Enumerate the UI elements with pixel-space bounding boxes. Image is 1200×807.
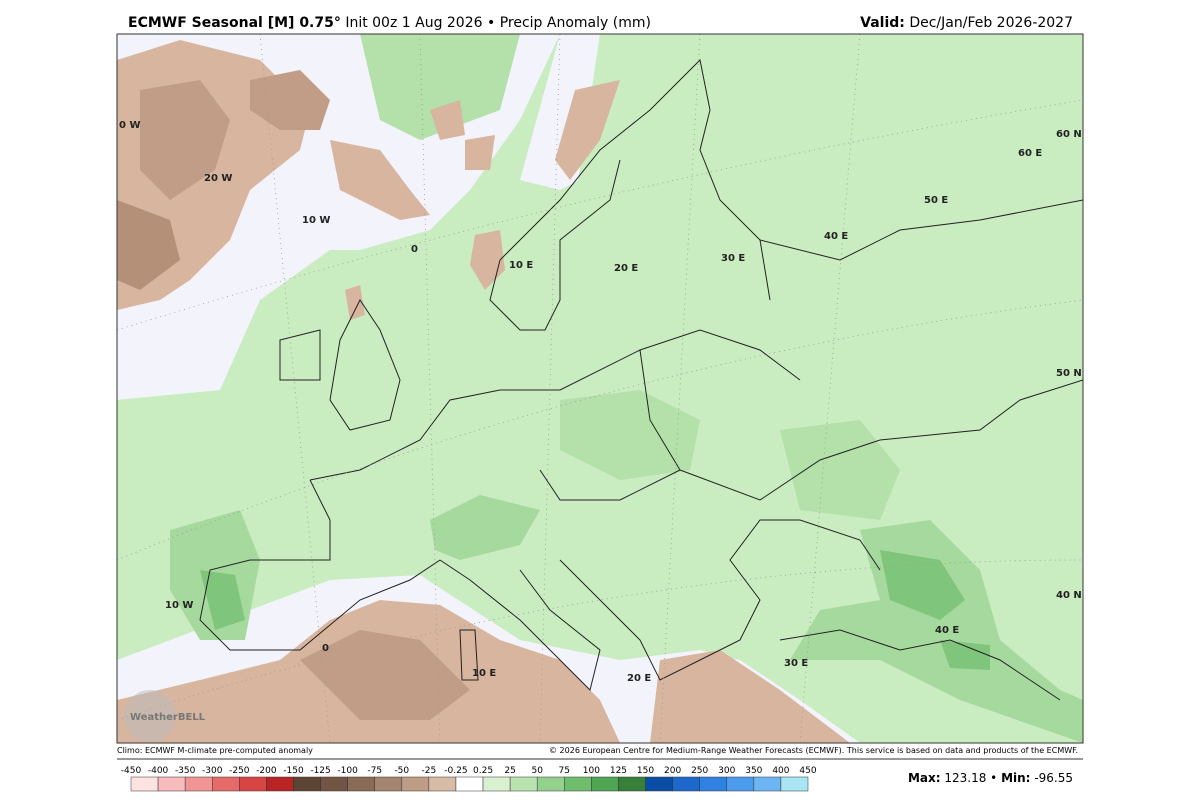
colorbar-box [374, 776, 403, 792]
graticule-label: 30 E [721, 253, 745, 264]
graticule-label: 10 W [165, 600, 193, 611]
colorbar-box [428, 776, 457, 792]
colorbar-box [347, 776, 375, 792]
colorbar-box [726, 776, 755, 792]
colorbar-label: -75 [367, 766, 382, 776]
graticule-label: 40 E [935, 625, 959, 636]
colorbar-box [320, 776, 348, 792]
title: ECMWF Seasonal [M] 0.75° Init 00z 1 Aug … [128, 15, 651, 31]
colorbar-box [211, 776, 240, 792]
graticule-label: 0 W [119, 120, 140, 131]
title-bold: ECMWF Seasonal [M] 0.75° [128, 15, 341, 31]
colorbar-label: 250 [691, 766, 708, 776]
colorbar-label: 450 [799, 766, 816, 776]
colorbar-label: 100 [583, 766, 600, 776]
map-frame [116, 33, 1084, 744]
colorbar-box [591, 776, 619, 792]
colorbar-box [266, 776, 294, 792]
max-value: 123.18 [944, 771, 986, 785]
colorbar-box [239, 776, 267, 792]
graticule-label: 0 [322, 643, 329, 654]
graticule-label: 50 E [924, 195, 948, 206]
colorbar-box [672, 776, 700, 792]
colorbar-label: -150 [283, 766, 304, 776]
colorbar-label: 0.25 [473, 766, 493, 776]
colorbar-label: -250 [229, 766, 250, 776]
graticule-label: 10 E [509, 260, 533, 271]
colorbar-box [293, 776, 321, 792]
colorbar-box [780, 776, 809, 792]
colorbar-box [753, 776, 782, 792]
colorbar-label: 125 [610, 766, 627, 776]
graticule-label: 40 N [1056, 590, 1082, 601]
max-label: Max: [908, 771, 941, 785]
colorbar-box [618, 776, 646, 792]
colorbar-box [645, 776, 673, 792]
separator: • [990, 771, 997, 785]
colorbar-box [455, 776, 484, 792]
graticule-label: 20 E [627, 673, 651, 684]
colorbar-label: 350 [745, 766, 762, 776]
colorbar: -450 -400 -350 -300 -250 -200 -150 -125 -100 -75 -… [121, 766, 817, 792]
map: 0 W 20 W 10 W 0 10 E 20 E 30 E 40 E 50 E… [117, 34, 1083, 743]
graticule-label: 20 W [204, 173, 232, 184]
graticule-label: 40 E [824, 231, 848, 242]
colorbar-box [564, 776, 592, 792]
colorbar-label: -350 [175, 766, 196, 776]
climo-note: Climo: ECMWF M-climate pre-computed anom… [117, 746, 313, 755]
colorbar-label: 200 [664, 766, 681, 776]
graticule-label: 10 W [302, 215, 330, 226]
colorbar-box [157, 776, 186, 792]
colorbar-label: -100 [337, 766, 358, 776]
graticule-label: 20 E [614, 263, 638, 274]
colorbar-label: 300 [718, 766, 735, 776]
copyright: © 2026 European Centre for Medium-Range … [549, 746, 1078, 755]
valid-period: Dec/Jan/Feb 2026-2027 [909, 15, 1073, 31]
colorbar-box [184, 776, 213, 792]
colorbar-box [401, 776, 430, 792]
stats: Max: 123.18 • Min: -96.55 [908, 771, 1073, 785]
graticule-label: 50 N [1056, 368, 1082, 379]
colorbar-label: -450 [121, 766, 142, 776]
colorbar-label: -0.25 [444, 766, 467, 776]
graticule-label: 60 E [1018, 148, 1042, 159]
colorbar-box [699, 776, 728, 792]
valid-label: Valid: [860, 15, 905, 31]
colorbar-label: -50 [394, 766, 409, 776]
colorbar-label: 400 [772, 766, 789, 776]
graticule-label: 10 E [472, 668, 496, 679]
colorbar-label: -125 [310, 766, 330, 776]
colorbar-label: -300 [202, 766, 223, 776]
colorbar-box [509, 776, 538, 792]
valid: Valid: Dec/Jan/Feb 2026-2027 [860, 15, 1073, 31]
min-label: Min: [1001, 771, 1030, 785]
min-value: -96.55 [1034, 771, 1073, 785]
colorbar-label: -400 [148, 766, 169, 776]
colorbar-box [536, 776, 565, 792]
colorbar-box [482, 776, 511, 792]
graticule-label: 30 E [784, 658, 808, 669]
colorbar-label: 50 [531, 766, 543, 776]
colorbar-label: -200 [256, 766, 277, 776]
colorbar-label: -25 [422, 766, 437, 776]
colorbar-label: 150 [637, 766, 654, 776]
colorbar-label: 25 [504, 766, 515, 776]
colorbar-label: 75 [559, 766, 570, 776]
colorbar-box [130, 776, 159, 792]
title-rest: Init 00z 1 Aug 2026 • Precip Anomaly (mm… [345, 15, 651, 31]
watermark-logo [124, 690, 176, 742]
graticule-label: 60 N [1056, 129, 1082, 140]
watermark: WeatherBELL [130, 712, 206, 723]
graticule-label: 0 [411, 244, 418, 255]
